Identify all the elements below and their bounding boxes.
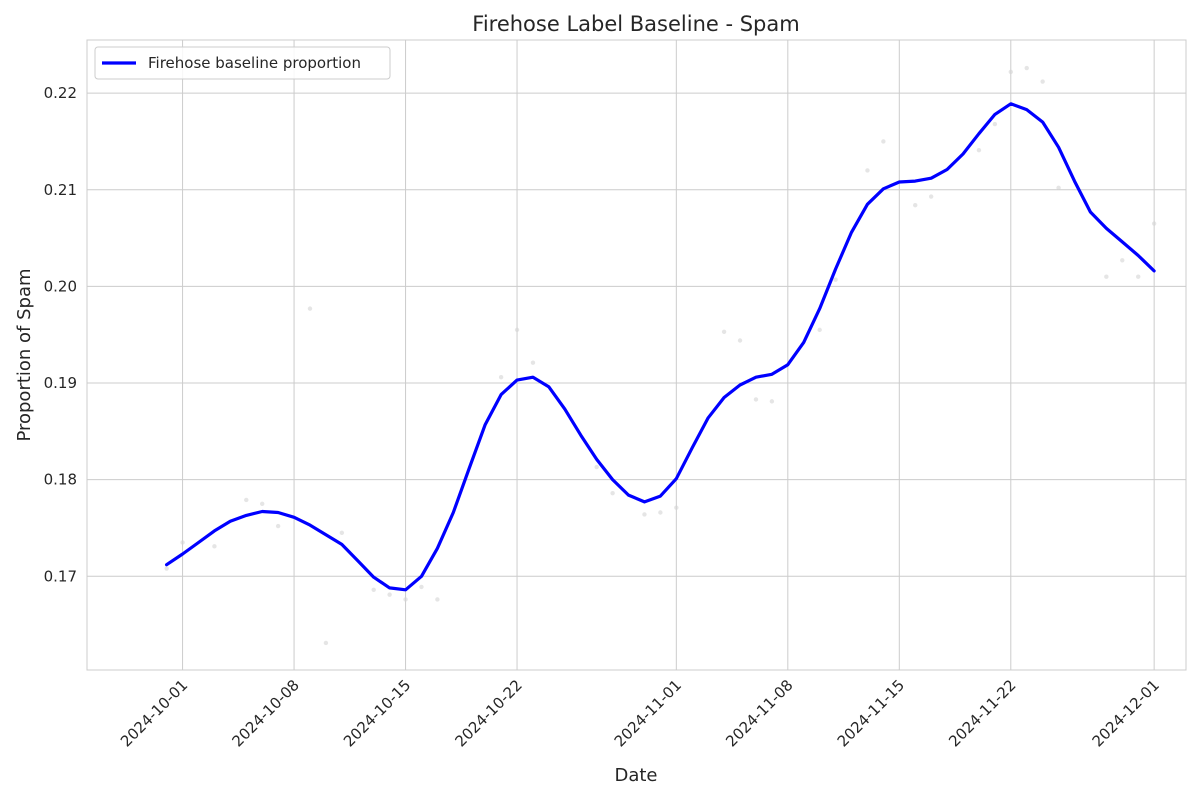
raw-point xyxy=(881,139,886,144)
raw-point xyxy=(817,327,822,333)
x-tick-label: 2024-10-08 xyxy=(229,676,303,750)
raw-point xyxy=(323,640,329,646)
raw-point xyxy=(164,566,169,571)
y-tick-label: 0.20 xyxy=(44,277,77,295)
raw-point xyxy=(913,203,918,208)
raw-point xyxy=(1040,79,1045,84)
x-axis-title: Date xyxy=(614,765,657,786)
raw-point xyxy=(514,327,520,333)
raw-point xyxy=(530,360,536,365)
legend: Firehose baseline proportion xyxy=(94,46,391,80)
raw-point xyxy=(1056,185,1061,191)
raw-point xyxy=(1008,69,1013,75)
y-axis-title: Proportion of Spam xyxy=(14,268,35,441)
raw-point xyxy=(244,497,249,503)
raw-point xyxy=(737,338,743,343)
raw-point xyxy=(753,397,759,402)
raw-point xyxy=(180,540,185,545)
raw-point xyxy=(419,584,424,590)
raw-point xyxy=(1024,65,1029,71)
legend-box xyxy=(94,46,391,80)
raw-point xyxy=(992,121,998,127)
plot-frame xyxy=(86,39,1187,671)
raw-point xyxy=(371,587,376,593)
x-tick-label: 2024-10-22 xyxy=(451,676,525,750)
plot-background xyxy=(87,40,1186,670)
y-tick-label: 0.18 xyxy=(44,471,77,489)
x-ticks: 2024-10-01 2024-10-08 2024-10-15 2024-10-22… xyxy=(117,676,1163,750)
raw-point xyxy=(674,505,679,510)
raw-point xyxy=(1151,221,1157,226)
raw-point xyxy=(307,306,313,311)
raw-point xyxy=(833,277,838,282)
raw-point xyxy=(769,399,775,404)
x-tick-label: 2024-11-01 xyxy=(611,676,685,750)
y-tick-label: 0.17 xyxy=(44,567,77,585)
y-ticks: 0.17 0.18 0.19 0.20 0.21 0.22 xyxy=(44,84,77,585)
x-tick-label: 2024-10-01 xyxy=(117,676,191,750)
raw-point xyxy=(865,168,870,173)
raw-point xyxy=(212,544,217,549)
legend-label: Firehose baseline proportion xyxy=(148,54,361,72)
x-tick-label: 2024-11-15 xyxy=(834,676,908,750)
x-tick-label: 2024-11-08 xyxy=(722,676,796,750)
grid xyxy=(87,40,1186,670)
raw-point xyxy=(1120,258,1125,263)
raw-point xyxy=(260,501,265,507)
raw-point xyxy=(498,375,504,380)
raw-point xyxy=(642,512,647,517)
raw-point xyxy=(1104,274,1109,279)
raw-point xyxy=(594,464,599,470)
raw-point xyxy=(658,510,663,515)
x-tick-label: 2024-12-01 xyxy=(1089,676,1163,750)
series-line xyxy=(165,102,1156,592)
raw-point xyxy=(928,194,934,199)
raw-point xyxy=(339,530,345,535)
y-tick-label: 0.22 xyxy=(44,84,77,102)
x-tick-label: 2024-11-22 xyxy=(945,676,1019,750)
y-tick-label: 0.19 xyxy=(44,374,77,392)
raw-point xyxy=(387,592,392,597)
raw-point xyxy=(435,597,440,602)
y-tick-label: 0.21 xyxy=(44,181,77,199)
raw-point xyxy=(403,597,408,602)
raw-point xyxy=(1136,274,1141,279)
raw-point xyxy=(976,147,982,153)
chart-title: Firehose Label Baseline - Spam xyxy=(472,12,799,36)
raw-point xyxy=(610,490,615,496)
x-tick-label: 2024-10-15 xyxy=(340,676,414,750)
raw-point xyxy=(275,523,281,529)
raw-point xyxy=(721,329,727,335)
raw-points xyxy=(164,65,1157,646)
